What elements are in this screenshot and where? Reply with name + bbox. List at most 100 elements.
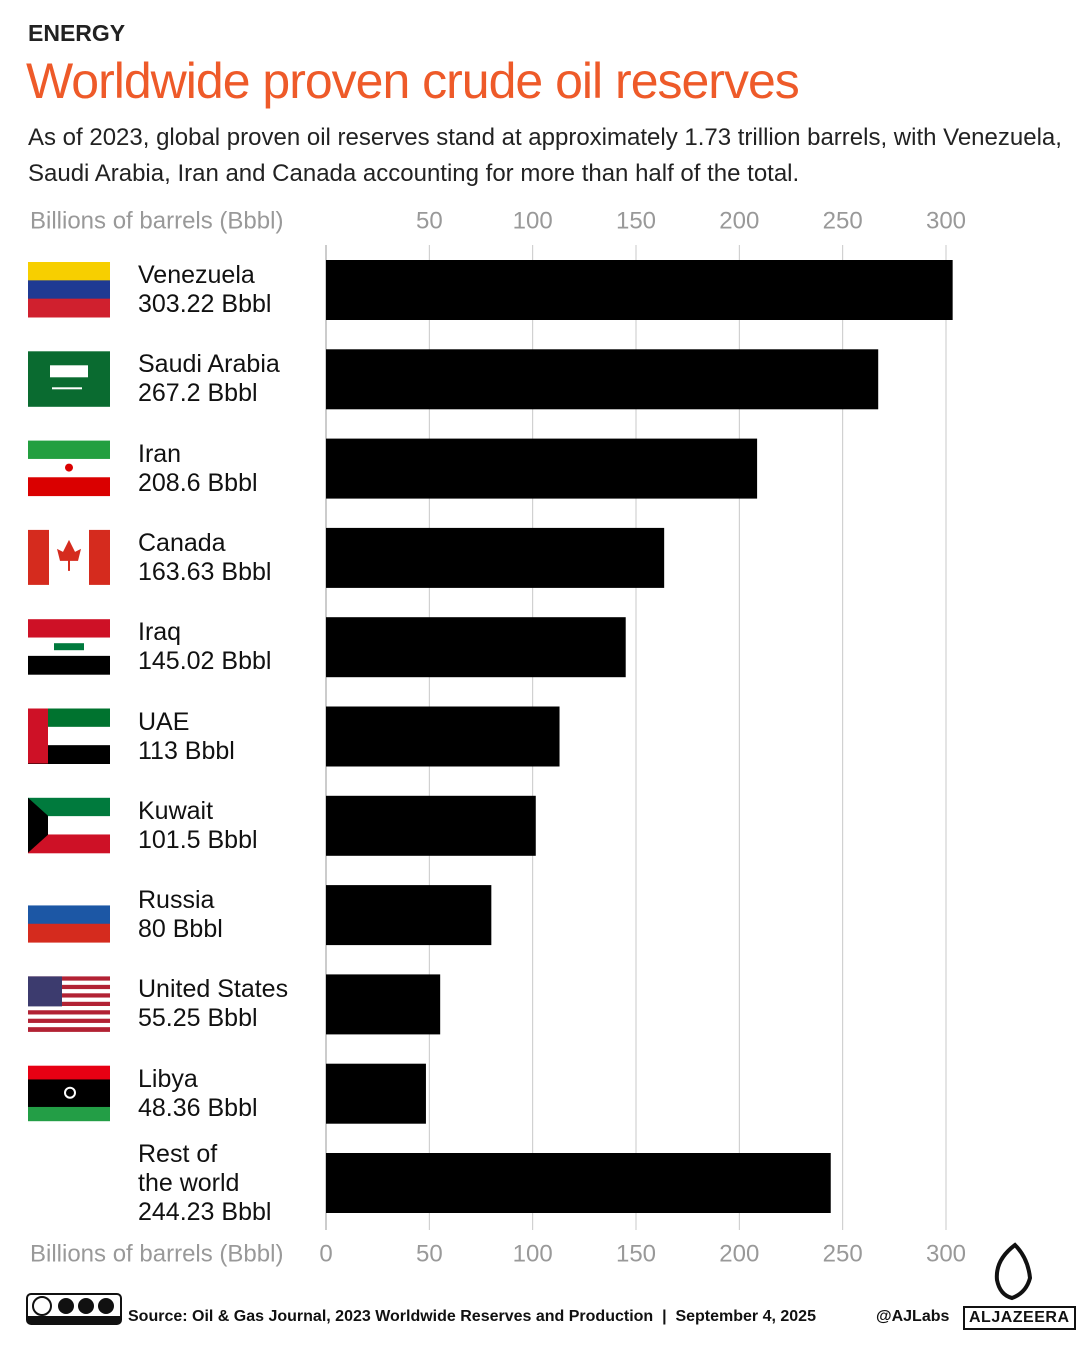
x-tick-label-top: 100 — [513, 207, 553, 234]
flag-stripe — [28, 1027, 110, 1032]
flag-stripe — [28, 1079, 110, 1094]
subtitle: As of 2023, global proven oil reserves s… — [28, 124, 1062, 187]
flag-stripe — [28, 984, 110, 990]
flag — [28, 351, 110, 407]
flag-stripe — [28, 887, 110, 906]
row-label: Venezuela 303.22 Bbbl — [138, 240, 318, 340]
cc-license — [26, 1293, 122, 1325]
bar — [326, 1063, 426, 1124]
date: September 4, 2025 — [675, 1308, 816, 1325]
flag-stripe — [28, 477, 110, 497]
bar — [326, 438, 758, 499]
value-label: 244.23 Bbbl — [138, 1197, 272, 1226]
value-label: 163.63 Bbbl — [138, 557, 272, 586]
value-label: 48.36 Bbbl — [138, 1093, 258, 1122]
bar — [326, 885, 492, 946]
x-tick-label: 150 — [616, 1240, 656, 1267]
axis-title-top: Billions of barrels (Bbbl) — [30, 207, 283, 234]
flag — [28, 797, 110, 854]
flag-stripe — [28, 905, 110, 925]
bar — [326, 617, 626, 678]
category-label: United States — [138, 975, 289, 1004]
row-label: UAE 113 Bbbl — [138, 687, 318, 787]
category-label: Libya — [138, 1064, 198, 1093]
category-label: Iraq — [138, 618, 182, 647]
category-label: Venezuela — [138, 261, 255, 289]
flag-stripe — [28, 1014, 110, 1020]
flag — [28, 887, 110, 943]
x-tick-label: 200 — [719, 1240, 759, 1267]
flag-emblem — [52, 387, 82, 390]
flag-stripe — [28, 993, 110, 999]
flag-stripe — [28, 298, 110, 318]
source: Source: Oil & Gas Journal, 2023 Worldwid… — [128, 1308, 654, 1325]
row-label: Rest of the world 244.23 Bbbl — [138, 1133, 318, 1233]
bar — [326, 349, 879, 410]
flag-emblem — [54, 643, 84, 651]
x-tick-label: 0 — [319, 1240, 332, 1267]
category-label: UAE — [138, 707, 190, 736]
flag-stripe — [28, 816, 110, 835]
flag-stripe — [28, 280, 110, 300]
bar — [326, 706, 560, 767]
flag-stripe — [28, 1001, 110, 1007]
row-label: Kuwait 101.5 Bbbl — [138, 776, 318, 876]
flag-band — [28, 529, 49, 585]
flag-stripe — [28, 745, 110, 764]
value-label: 267.2 Bbbl — [138, 379, 258, 408]
aj-emblem — [994, 1242, 1033, 1301]
row-label: Russia 80 Bbbl — [138, 865, 318, 965]
flag-stripe — [28, 351, 110, 407]
flag-band — [28, 797, 48, 853]
x-tick-label-top: 200 — [719, 207, 759, 234]
bar — [326, 527, 665, 588]
title: Worldwide proven crude oil reserves — [26, 53, 800, 109]
flag-stripe — [28, 997, 110, 1003]
flag-stripe — [28, 1022, 110, 1028]
flag-stripe — [28, 1018, 110, 1024]
flag — [28, 976, 110, 1032]
flag-stripe — [28, 989, 110, 994]
row-label: Libya 48.36 Bbbl — [138, 1044, 318, 1144]
x-tick-label-top: 50 — [416, 207, 443, 234]
flag-canton — [28, 976, 62, 1007]
x-tick-label-top: 150 — [616, 207, 656, 234]
logo: ALJAZEERA — [963, 1306, 1076, 1330]
value-label: 208.6 Bbbl — [138, 468, 258, 497]
x-tick-label: 50 — [416, 1240, 443, 1267]
value-label: 303.22 Bbbl — [138, 290, 272, 318]
value-label: 145.02 Bbbl — [138, 647, 272, 676]
x-tick-label: 300 — [926, 1240, 966, 1267]
bar — [326, 260, 953, 320]
row-label: United States 55.25 Bbbl — [138, 954, 318, 1054]
value-label: 55.25 Bbbl — [138, 1004, 258, 1033]
flag-stripe — [28, 1093, 110, 1108]
footer-source: Source: Oil & Gas Journal, 2023 Worldwid… — [128, 1308, 816, 1325]
x-tick-label-top: 250 — [823, 207, 863, 234]
flag-stripe — [28, 1006, 110, 1011]
flag — [28, 440, 110, 497]
flag-emblem — [50, 365, 88, 378]
flag-stripe — [28, 708, 110, 728]
flag — [28, 529, 110, 586]
flag-stripe — [28, 262, 110, 281]
bar — [326, 1153, 831, 1213]
kicker: ENERGY — [28, 20, 126, 46]
bar — [326, 974, 441, 1035]
flag-stripe — [28, 980, 110, 986]
value-label: 101.5 Bbbl — [138, 825, 258, 854]
row-label: Iran 208.6 Bbbl — [138, 419, 318, 519]
flag-stripe — [28, 440, 110, 460]
flag — [28, 619, 110, 675]
value-label: 113 Bbbl — [138, 736, 235, 765]
flag-stripe — [28, 619, 110, 639]
flag-stripe — [28, 834, 110, 854]
category-label: Saudi Arabia — [138, 350, 280, 379]
flag-emblem — [64, 1086, 76, 1099]
flag-stripe — [28, 1065, 110, 1080]
handle: @AJLabs — [876, 1308, 950, 1325]
x-tick-label: 100 — [513, 1240, 553, 1267]
flag — [28, 1065, 110, 1122]
flag-stripe — [28, 923, 110, 943]
